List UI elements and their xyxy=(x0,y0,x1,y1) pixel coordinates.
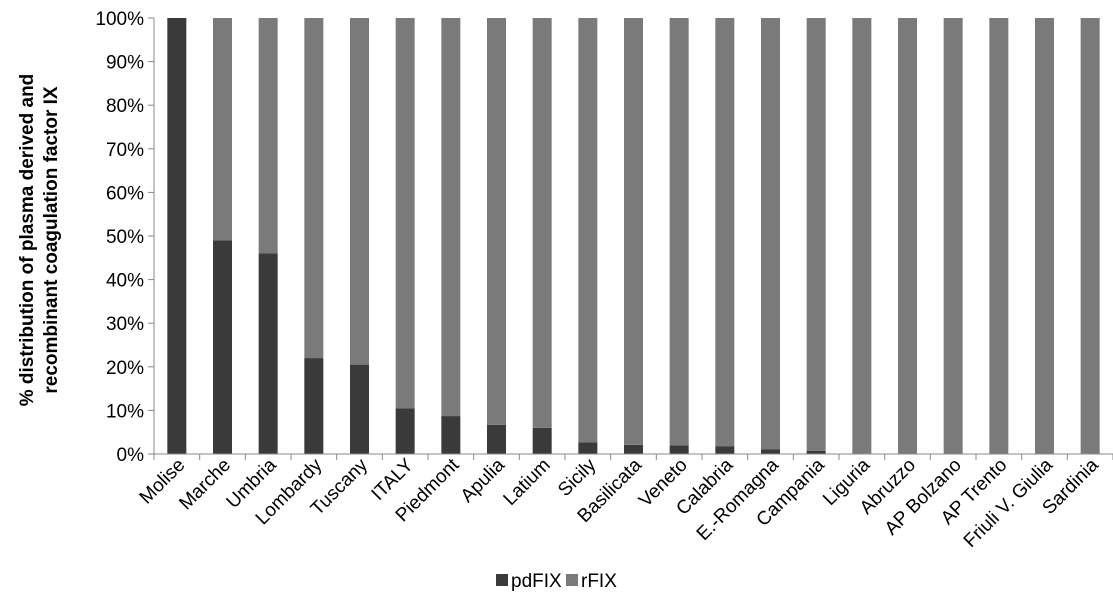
bar-pdFIX xyxy=(350,364,369,454)
bar-pdFIX xyxy=(624,444,643,454)
bar-pdFIX xyxy=(669,445,689,454)
bar-rFIX xyxy=(532,18,552,428)
bars xyxy=(167,18,1100,454)
legend-swatch-rFIX xyxy=(566,574,578,586)
bar-rFIX xyxy=(761,18,780,450)
bar-rFIX xyxy=(395,18,415,409)
bar-rFIX xyxy=(1035,18,1054,454)
y-axis-title-line-1: % distribution of plasma derived and xyxy=(17,74,38,407)
bar-rFIX xyxy=(1080,18,1100,454)
y-tick-label: 80% xyxy=(106,96,144,117)
y-tick-label: 100% xyxy=(95,9,144,30)
bar-pdFIX xyxy=(258,253,278,454)
y-axis-ticks: 0% 10% 20% 30% 40% 50% 60% 70% 80% 90% 100% xyxy=(95,9,154,466)
y-tick-label: 60% xyxy=(106,183,144,204)
bar-pdFIX xyxy=(715,446,735,454)
bar-rFIX xyxy=(852,18,872,454)
bar-rFIX xyxy=(624,18,643,445)
bar-pdFIX xyxy=(167,18,187,454)
y-tick-label: 90% xyxy=(106,53,144,74)
bar-pdFIX xyxy=(304,358,324,454)
bar-pdFIX xyxy=(578,442,598,454)
legend-label-rFIX: rFIX xyxy=(581,571,617,592)
y-tick-label: 10% xyxy=(106,401,144,422)
bar-rFIX xyxy=(669,18,689,446)
bar-rFIX xyxy=(258,18,278,254)
axes xyxy=(153,18,1113,460)
y-tick-label: 70% xyxy=(106,140,144,161)
x-axis-category-labels: MoliseMarcheUmbriaLombardyTuscanyITALYPi… xyxy=(136,454,1103,552)
legend: pdFIX rFIX xyxy=(496,571,617,592)
bar-rFIX xyxy=(487,18,506,425)
bar-pdFIX xyxy=(532,427,552,454)
x-tick-label: Marche xyxy=(175,455,235,515)
legend-swatch-pdFIX xyxy=(496,574,508,586)
y-tick-label: 0% xyxy=(117,445,145,466)
bar-rFIX xyxy=(806,18,826,451)
bar-rFIX xyxy=(715,18,735,447)
bar-rFIX xyxy=(350,18,369,365)
y-tick-label: 40% xyxy=(106,271,144,292)
y-axis-title-line-2: recombinant coagulation factor IX xyxy=(41,86,62,394)
y-tick-label: 50% xyxy=(106,227,144,248)
bar-pdFIX xyxy=(806,450,826,454)
bar-pdFIX xyxy=(441,416,461,454)
bar-rFIX xyxy=(943,18,963,454)
bar-rFIX xyxy=(578,18,598,443)
bar-pdFIX xyxy=(487,424,506,454)
bar-pdFIX xyxy=(761,449,780,454)
legend-label-pdFIX: pdFIX xyxy=(511,571,562,592)
bar-rFIX xyxy=(989,18,1009,454)
x-tick-label: Apulia xyxy=(457,454,510,507)
bar-rFIX xyxy=(898,18,917,454)
bar-pdFIX xyxy=(213,240,232,454)
y-tick-label: 20% xyxy=(106,358,144,379)
x-tick-label: Latium xyxy=(500,455,555,510)
bar-pdFIX xyxy=(395,408,415,454)
bar-rFIX xyxy=(213,18,232,241)
bar-rFIX xyxy=(441,18,461,417)
y-axis-title: % distribution of plasma derived and rec… xyxy=(17,74,62,407)
y-tick-label: 30% xyxy=(106,314,144,335)
bar-rFIX xyxy=(304,18,324,359)
